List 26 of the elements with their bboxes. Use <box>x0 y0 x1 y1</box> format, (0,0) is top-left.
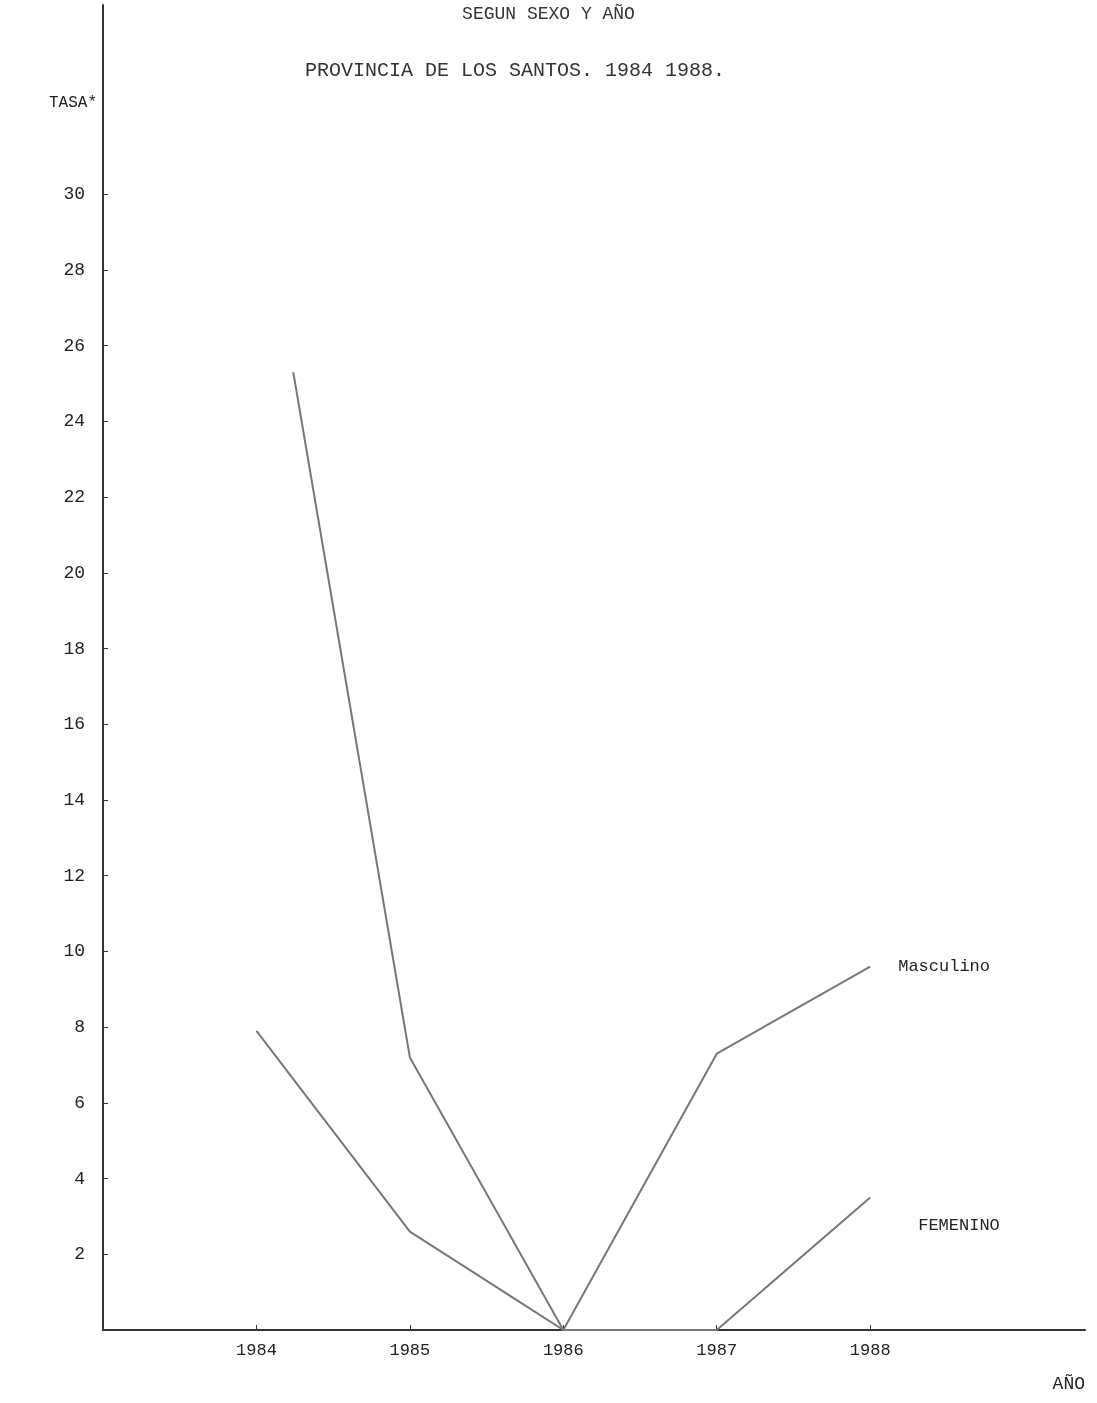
x-tick-label: 1984 <box>236 1341 277 1360</box>
y-tick-label: 28 <box>63 260 85 280</box>
y-tick-label: 2 <box>74 1244 85 1265</box>
x-axis-title: AÑO <box>1052 1374 1085 1394</box>
y-tick-label: 18 <box>63 638 85 659</box>
y-tick-label: 22 <box>63 487 85 508</box>
y-tick-label: 4 <box>74 1168 85 1189</box>
chart-title: SEGUN SEXO Y AÑO <box>462 4 635 24</box>
y-tick-label: 8 <box>74 1017 85 1038</box>
y-axis-title: TASA* <box>48 94 97 112</box>
y-tick-label: 10 <box>63 941 85 962</box>
text: FEMENINO <box>918 1216 1000 1235</box>
series-label: Masculino <box>898 957 991 977</box>
x-tick-label: 1988 <box>849 1341 891 1360</box>
x-tick-label: 1985 <box>389 1341 431 1360</box>
text: PROVINCIA DE LOS SANTOS. 1984 1988. <box>305 58 726 82</box>
y-tick-label: 14 <box>63 790 85 810</box>
y-tick-label: 26 <box>63 335 85 356</box>
x-tick-label: 1986 <box>542 1341 584 1360</box>
y-tick-label: 20 <box>63 562 85 583</box>
y-tick-label: 30 <box>63 184 85 205</box>
y-tick-label: 24 <box>63 411 85 432</box>
y-tick-label: 12 <box>63 865 85 886</box>
x-tick-label: 1987 <box>696 1341 738 1360</box>
y-tick-label: 16 <box>63 714 85 735</box>
y-tick-label: 6 <box>74 1092 85 1113</box>
